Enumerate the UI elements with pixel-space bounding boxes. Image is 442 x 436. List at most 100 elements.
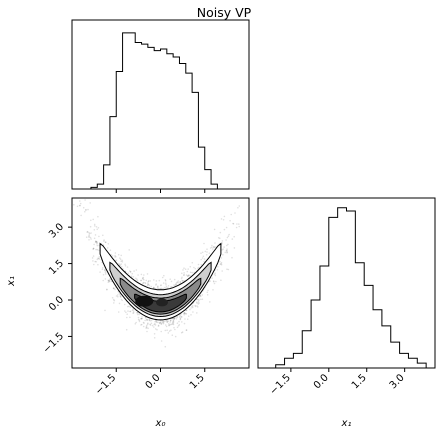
- scatter-point: [85, 209, 87, 211]
- scatter-point: [190, 314, 192, 316]
- scatter-point: [120, 254, 122, 257]
- scatter-point: [98, 235, 100, 238]
- scatter-point: [104, 268, 106, 271]
- x1-marginal-xtick-label: 1.5: [350, 372, 369, 391]
- scatter-point: [95, 240, 97, 243]
- scatter-point: [90, 232, 92, 234]
- scatter-point: [180, 315, 183, 318]
- scatter-point: [93, 229, 96, 231]
- scatter-point: [238, 205, 241, 207]
- scatter-point: [140, 324, 142, 326]
- scatter-point: [169, 278, 171, 281]
- scatter-point: [227, 268, 230, 271]
- scatter-point: [85, 236, 88, 238]
- scatter-point: [138, 320, 141, 323]
- scatter-point: [195, 301, 198, 304]
- scatter-point: [185, 309, 188, 312]
- scatter-point: [104, 309, 106, 312]
- scatter-point: [123, 303, 126, 306]
- scatter-point: [119, 295, 121, 297]
- scatter-point: [221, 270, 223, 272]
- scatter-point: [143, 274, 145, 276]
- scatter-point: [90, 238, 92, 240]
- scatter-point: [214, 274, 217, 277]
- scatter-point: [231, 238, 234, 240]
- scatter-point: [201, 294, 204, 296]
- scatter-point: [147, 322, 149, 325]
- scatter-point: [124, 263, 126, 266]
- scatter-point: [114, 256, 116, 258]
- scatter-point: [159, 321, 161, 324]
- scatter-point: [91, 257, 94, 259]
- scatter-point: [135, 321, 137, 324]
- scatter-point: [165, 285, 168, 288]
- scatter-point: [154, 324, 157, 326]
- scatter-point: [168, 330, 171, 332]
- scatter-point: [103, 239, 105, 241]
- scatter-point: [131, 272, 134, 275]
- scatter-point: [219, 263, 222, 266]
- scatter-point: [89, 236, 92, 239]
- scatter-point: [95, 226, 98, 228]
- scatter-point: [230, 213, 232, 216]
- scatter-point: [191, 261, 194, 264]
- scatter-point: [157, 287, 160, 290]
- scatter-point: [128, 270, 131, 272]
- x1-marginal-panel: −1.5 0.0 1.5 3.0: [257, 197, 436, 397]
- scatter-point: [112, 287, 115, 289]
- scatter-point: [165, 283, 167, 286]
- scatter-point: [183, 312, 186, 314]
- scatter-point: [121, 259, 124, 262]
- scatter-point: [194, 304, 196, 307]
- scatter-point: [145, 318, 148, 321]
- scatter-point: [156, 328, 158, 331]
- scatter-point: [233, 235, 235, 238]
- scatter-point: [187, 274, 190, 277]
- x0-marginal-panel: [71, 19, 250, 193]
- scatter-point: [114, 288, 116, 291]
- scatter-point: [95, 241, 98, 243]
- scatter-point: [106, 288, 108, 291]
- scatter-point: [85, 209, 87, 211]
- scatter-point: [103, 269, 106, 272]
- scatter-point: [98, 258, 101, 260]
- scatter-point: [97, 227, 100, 229]
- scatter-point: [75, 187, 77, 189]
- scatter-point: [213, 228, 216, 231]
- scatter-point: [96, 248, 99, 251]
- scatter-point: [120, 296, 122, 299]
- scatter-point: [237, 207, 239, 209]
- scatter-point: [179, 318, 182, 320]
- scatter-point: [115, 259, 118, 262]
- scatter-point: [223, 215, 226, 218]
- scatter-point: [220, 279, 222, 282]
- scatter-point: [131, 309, 134, 312]
- joint-ytick-label: 3.0: [47, 221, 66, 240]
- scatter-point: [169, 286, 172, 288]
- scatter-point: [219, 260, 221, 263]
- scatter-point: [173, 326, 175, 329]
- scatter-point: [176, 281, 179, 283]
- scatter-point: [241, 187, 243, 189]
- scatter-point: [152, 287, 155, 289]
- scatter-point: [111, 297, 114, 299]
- scatter-point: [191, 305, 193, 308]
- scatter-point: [93, 243, 95, 246]
- scatter-point: [240, 194, 242, 196]
- scatter-point: [201, 257, 204, 259]
- scatter-point: [192, 311, 194, 313]
- scatter-point: [144, 282, 147, 285]
- scatter-point: [187, 268, 189, 270]
- scatter-point: [89, 232, 91, 235]
- scatter-point: [164, 280, 167, 282]
- scatter-point: [132, 312, 134, 315]
- scatter-point: [206, 291, 209, 294]
- scatter-point: [94, 241, 97, 244]
- scatter-point: [129, 271, 132, 273]
- scatter-point: [197, 263, 200, 266]
- scatter-point: [84, 199, 86, 201]
- scatter-point: [165, 320, 167, 322]
- scatter-point: [153, 323, 155, 326]
- scatter-point: [178, 323, 181, 326]
- scatter-point: [183, 312, 186, 314]
